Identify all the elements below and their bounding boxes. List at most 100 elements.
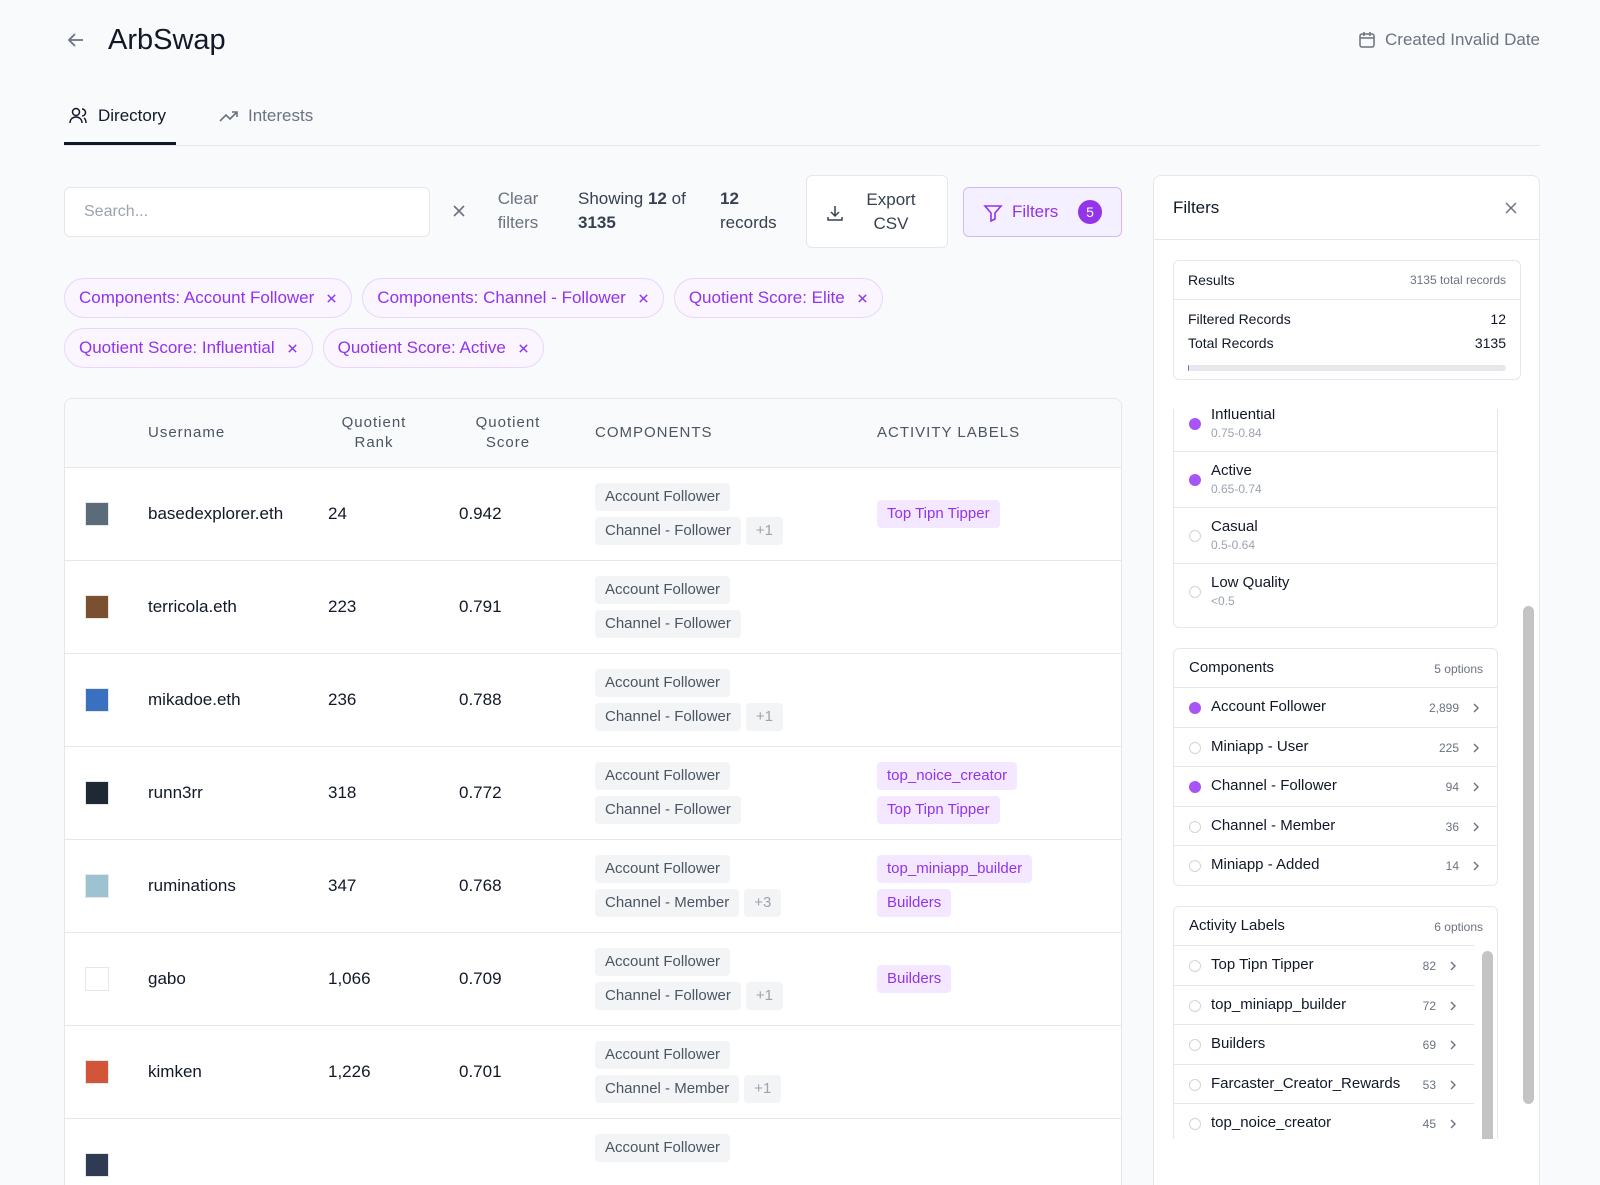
tab[interactable]: Directory	[98, 106, 167, 125]
activity-label: Top Tipn Tipper	[877, 796, 1000, 824]
filter-chip[interactable]: Quotient Score: Active	[322, 328, 544, 368]
component-tag: Account Follower	[595, 1041, 731, 1069]
chevron	[1472, 743, 1480, 753]
table-row[interactable]: terricola.eth 223 0.791 Account Follower Cha…	[65, 561, 1121, 654]
filter-option[interactable]: Casual 0.5-0.64	[1174, 508, 1497, 564]
remove-icon[interactable]	[518, 343, 529, 354]
filter-icon	[983, 205, 1003, 223]
filter-chip[interactable]: Components: Account Follower	[64, 278, 353, 318]
quotient-rank: 236	[328, 690, 357, 709]
chevron	[1449, 1080, 1457, 1090]
unselected-indicator	[1189, 586, 1201, 598]
option-range: <0.5	[1211, 594, 1235, 608]
filters-button[interactable]: Filters 5	[963, 187, 1122, 237]
filter-option[interactable]: Miniapp - Added 14	[1174, 845, 1497, 885]
inner-scrollbar	[1482, 951, 1493, 1139]
showing-count: Showing 12 of 3135	[578, 187, 698, 235]
section-title: Activity Labels	[1189, 917, 1285, 934]
export-label: Export CSV	[866, 190, 916, 233]
filter-option[interactable]: top_noice_creator 45	[1174, 1103, 1474, 1139]
remove-icon[interactable]	[287, 343, 298, 354]
section-note: 6 options	[1434, 920, 1483, 934]
table-row[interactable]: gabo 1,066 0.709 Account Follower Channel - …	[65, 933, 1121, 1026]
search-placeholder: Search...	[84, 203, 149, 220]
component-tag: Channel - Member	[595, 889, 740, 917]
filter-option[interactable]: Miniapp - User 225	[1174, 726, 1497, 767]
filter-chip[interactable]: Quotient Score: Elite	[673, 278, 883, 318]
filter-option[interactable]: Builders 69	[1174, 1024, 1474, 1064]
table-row[interactable]: ruminations 347 0.768 Account Follower Chann…	[65, 840, 1121, 933]
shown: 12	[647, 189, 667, 208]
filter-option[interactable]: Low Quality <0.5	[1174, 564, 1497, 620]
table-row[interactable]: mikadoe.eth 236 0.788 Account Follower Chann…	[65, 654, 1121, 747]
download-icon	[827, 206, 843, 221]
activity-label: Builders	[877, 965, 952, 993]
filter-option[interactable]: Channel - Member 36	[1174, 805, 1497, 846]
option-count: 2,899	[1428, 701, 1459, 715]
unselected-indicator	[1189, 1078, 1201, 1091]
tab-underline	[64, 142, 176, 145]
tab[interactable]: Interests	[248, 106, 314, 125]
back-button[interactable]	[64, 28, 88, 52]
option-count: 53	[1422, 1077, 1436, 1092]
chip-label: Components: Channel - Follower	[377, 288, 626, 307]
option-name: Miniapp - Added	[1211, 856, 1320, 874]
remove-icon[interactable]	[638, 293, 649, 304]
option-count: 36	[1445, 819, 1459, 834]
results-box: Results 3135 total records Filtered Record…	[1173, 260, 1521, 380]
table-row[interactable]: runn3rr 318 0.772 Account Follower Channel -…	[65, 747, 1121, 840]
quotient-score: 0.701	[459, 1062, 502, 1081]
quotient-rank: 1,226	[328, 1062, 371, 1081]
records-count: 12 records	[720, 187, 790, 235]
filters-panel: Filters Results 3135 total records Filtere…	[1153, 175, 1540, 1185]
selected-indicator	[1189, 702, 1201, 714]
filter-option[interactable]: Influential 0.75-0.84	[1174, 409, 1497, 452]
component-tag: Channel - Follower	[595, 796, 741, 824]
activity-section: Activity Labels 6 options Top Tipn Tipper 8…	[1173, 906, 1498, 1139]
table-row[interactable]: basedexplorer.eth 24 0.942 Account Follower…	[65, 468, 1121, 561]
option-name: Account Follower	[1211, 698, 1327, 715]
option-name: Influential	[1211, 409, 1276, 423]
table-row[interactable]: kimken 1,226 0.701 Account Follower Channel …	[65, 1026, 1121, 1119]
option-count: 72	[1422, 998, 1436, 1013]
clear-filters[interactable]: Clear filters	[497, 189, 539, 232]
filter-option[interactable]: Active 0.65-0.74	[1174, 452, 1497, 508]
results-title: Results	[1188, 272, 1235, 288]
page-title: ArbSwap	[108, 24, 226, 56]
search-input[interactable]: Search...	[64, 187, 430, 237]
chevron	[1472, 703, 1480, 713]
divider	[1154, 239, 1539, 240]
close-panel[interactable]	[1504, 201, 1518, 215]
chevron	[1449, 961, 1457, 971]
unselected-indicator	[1189, 530, 1201, 542]
filter-option[interactable]: Account Follower 2,899	[1174, 687, 1497, 727]
option-name: top_miniapp_builder	[1211, 995, 1347, 1013]
quotient-rank: 223	[328, 597, 357, 616]
filter-option[interactable]: Channel - Follower 94	[1174, 766, 1497, 806]
quotient-score: 0.791	[459, 597, 502, 616]
text: records	[720, 213, 777, 232]
activity-label: Builders	[877, 889, 952, 917]
unselected-indicator	[1189, 999, 1201, 1012]
username: mikadoe.eth	[148, 690, 241, 709]
selected-indicator	[1189, 418, 1201, 430]
directory-icon	[69, 107, 87, 124]
filter-option[interactable]: top_miniapp_builder 72	[1174, 984, 1474, 1025]
chip-label: Quotient Score: Influential	[79, 338, 275, 357]
remove-icon[interactable]	[857, 293, 868, 304]
filters-label: Filters	[1012, 202, 1059, 221]
selected-indicator	[1189, 474, 1201, 486]
table-row[interactable]: Account Follower	[65, 1119, 1121, 1185]
clear-icon[interactable]	[451, 203, 467, 219]
option-name: Channel - Member	[1211, 816, 1336, 834]
remove-icon[interactable]	[326, 293, 337, 304]
quotient-score: 0.772	[459, 783, 502, 802]
result-value: 12	[1490, 311, 1506, 327]
filter-option[interactable]: Farcaster_Creator_Rewards 53	[1174, 1063, 1474, 1104]
export-button[interactable]: Export CSV	[806, 175, 948, 248]
option-count: 82	[1422, 959, 1436, 973]
quotient-rank: 1,066	[328, 969, 371, 988]
filter-chip[interactable]: Components: Channel - Follower	[362, 278, 664, 318]
filter-chip[interactable]: Quotient Score: Influential	[64, 328, 313, 368]
filter-option[interactable]: Top Tipn Tipper 82	[1174, 945, 1474, 985]
